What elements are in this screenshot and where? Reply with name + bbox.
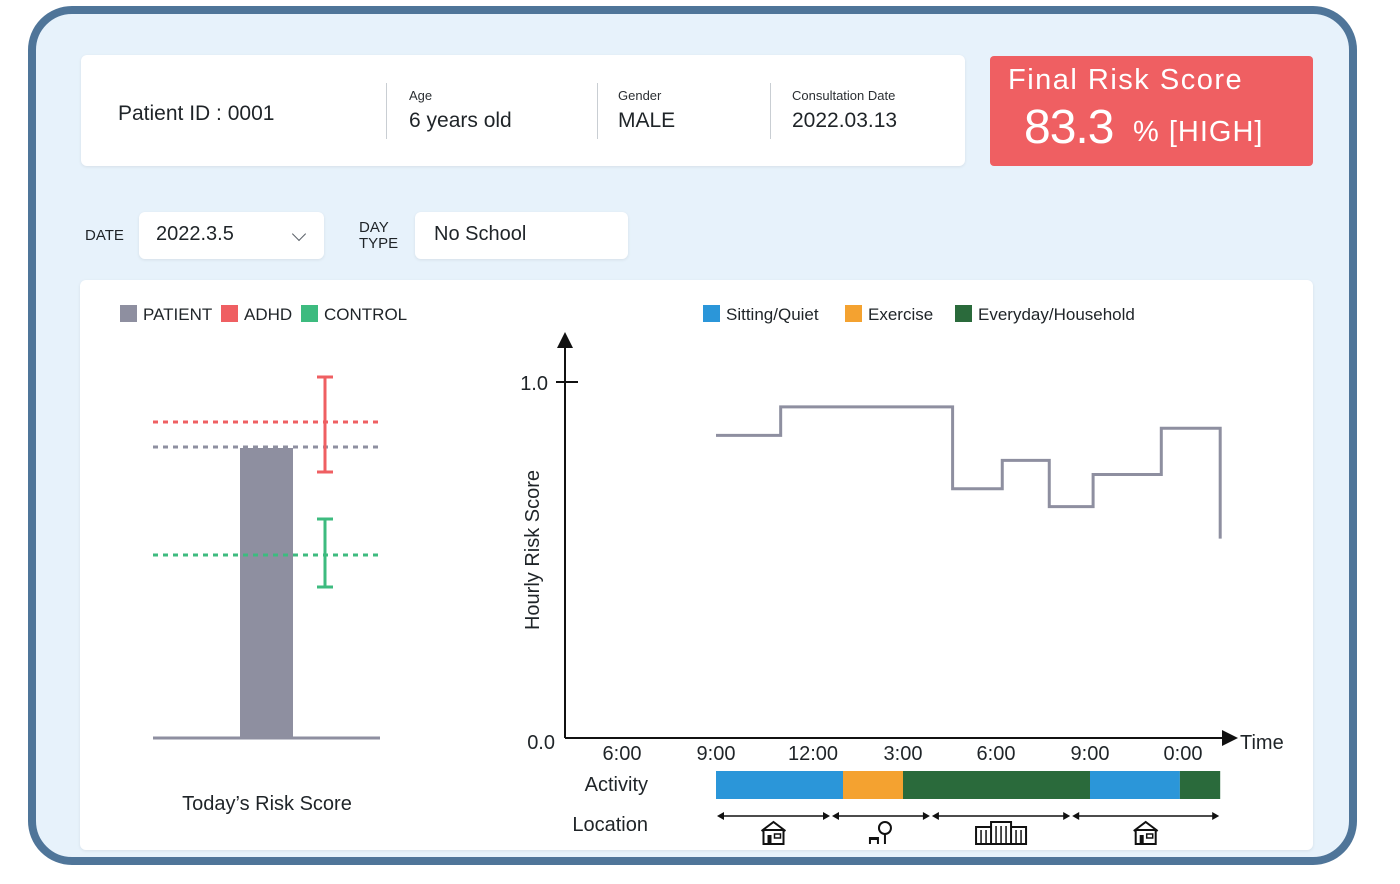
legend-label-everyday-household: Everyday/Household — [978, 305, 1135, 324]
legend-label-control: CONTROL — [324, 305, 407, 324]
activity-segment — [716, 771, 843, 799]
day-type-label-line2: TYPE — [359, 235, 399, 252]
school-icon — [975, 821, 1028, 845]
legend-label-patient: PATIENT — [143, 305, 212, 324]
x-tick-label: 9:00 — [1071, 743, 1110, 765]
legend-label-exercise: Exercise — [868, 305, 933, 324]
location-timeline — [717, 812, 1220, 845]
activity-segment — [1090, 771, 1180, 799]
activity-legend: Sitting/Quiet Exercise Everyday/Household — [703, 305, 1135, 324]
activity-timeline — [716, 771, 1221, 799]
x-tick-labels: 6:00 9:00 12:00 3:00 6:00 9:00 0:00 — [603, 743, 1203, 765]
gender-value: MALE — [618, 109, 676, 132]
age-label: Age — [409, 88, 433, 103]
activity-row-label: Activity — [585, 774, 648, 796]
divider — [597, 83, 598, 139]
day-type-value: No School — [434, 223, 527, 245]
divider — [386, 83, 387, 139]
consultation-date-label: Consultation Date — [792, 88, 896, 103]
activity-segment — [1179, 771, 1221, 799]
date-select[interactable]: 2022.3.5 — [139, 212, 324, 259]
y-axis-arrow — [557, 332, 573, 348]
day-type-label: DAY TYPE — [359, 220, 398, 252]
final-risk-score-value: 83.3 — [1024, 101, 1114, 154]
today-risk-title: Today’s Risk Score — [182, 793, 352, 815]
divider — [770, 83, 771, 139]
control-error-bar — [317, 517, 333, 589]
location-segment — [1072, 812, 1220, 845]
today-risk-chart: Today’s Risk Score — [153, 375, 380, 815]
date-label: DATE — [85, 227, 124, 244]
age-value: 6 years old — [409, 109, 512, 132]
gender-label: Gender — [618, 88, 662, 103]
x-tick-label: 6:00 — [977, 743, 1016, 765]
legend-swatch-exercise — [845, 305, 862, 322]
location-segment — [717, 812, 830, 845]
patient-bar — [240, 448, 293, 738]
patient-info-card: Patient ID : 0001 Age 6 years old Gender… — [81, 55, 965, 166]
x-tick-label: 3:00 — [884, 743, 923, 765]
legend-swatch-patient — [120, 305, 137, 322]
legend-label-adhd: ADHD — [244, 305, 292, 324]
hourly-axes: 1.0 0.0 Time Hourly Risk Score — [520, 332, 1284, 754]
y-tick-label: 1.0 — [520, 373, 548, 395]
park-icon — [867, 821, 892, 845]
final-risk-score-panel: Final Risk Score 83.3 % [HIGH] — [990, 56, 1313, 166]
day-type-field[interactable]: No School — [415, 212, 628, 259]
x-tick-label: 0:00 — [1164, 743, 1203, 765]
location-row-label: Location — [572, 814, 648, 836]
final-risk-score-unit: % [HIGH] — [1133, 116, 1264, 148]
legend-swatch-adhd — [221, 305, 238, 322]
house-icon — [1132, 821, 1159, 845]
hourly-risk-line — [716, 405, 1222, 539]
location-segment — [832, 812, 930, 845]
legend-swatch-control — [301, 305, 318, 322]
adhd-error-bar — [317, 375, 333, 474]
legend-swatch-sitting-quiet — [703, 305, 720, 322]
legend-swatch-everyday-household — [955, 305, 972, 322]
patient-id: Patient ID : 0001 — [118, 102, 275, 125]
x-tick-label: 12:00 — [788, 743, 838, 765]
x-tick-label: 6:00 — [603, 743, 642, 765]
day-type-label-line1: DAY — [359, 219, 389, 236]
y-axis-label: Hourly Risk Score — [522, 470, 544, 630]
x-tick-label: 9:00 — [697, 743, 736, 765]
date-select-value: 2022.3.5 — [156, 223, 234, 245]
x-axis-label: Time — [1240, 732, 1284, 754]
location-segment — [931, 812, 1071, 845]
consultation-date-value: 2022.03.13 — [792, 109, 898, 132]
x-axis-arrow — [1222, 730, 1238, 746]
activity-segment — [843, 771, 903, 799]
final-risk-score-title: Final Risk Score — [1008, 64, 1244, 96]
house-icon — [760, 821, 787, 845]
today-legend: PATIENT ADHD CONTROL — [120, 305, 407, 324]
y-tick-label: 0.0 — [527, 732, 555, 754]
activity-segment — [903, 771, 1090, 799]
legend-label-sitting-quiet: Sitting/Quiet — [726, 305, 819, 324]
